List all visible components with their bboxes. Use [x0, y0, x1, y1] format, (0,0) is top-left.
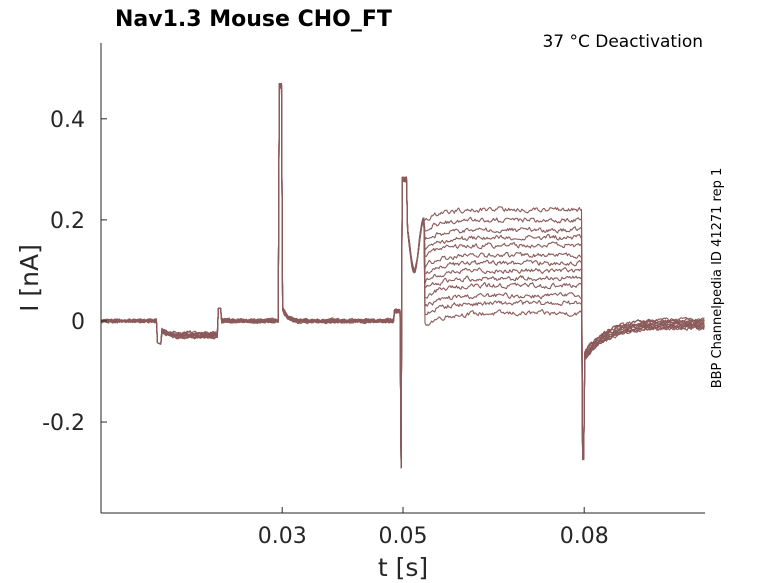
sweep-trace: [100, 83, 705, 469]
sweep-trace: [100, 83, 705, 469]
x-axis-ticks: 0.03 0.05 0.08: [258, 507, 609, 549]
sweep-trace: [100, 84, 705, 469]
x-tick-label: 0.08: [560, 524, 609, 549]
sweep-trace: [100, 83, 705, 469]
y-tick-label: 0.4: [50, 108, 85, 133]
y-tick-label: 0: [71, 310, 85, 335]
sweep-trace: [100, 82, 705, 469]
sweep-traces: [100, 82, 705, 469]
sweep-trace: [100, 82, 705, 469]
sweep-trace: [100, 83, 705, 469]
sweep-trace: [100, 83, 705, 469]
y-tick-label: -0.2: [42, 411, 85, 436]
chart-title: Nav1.3 Mouse CHO_FT: [115, 7, 392, 32]
y-axis-label: I [nA]: [15, 244, 44, 312]
x-tick-label: 0.05: [379, 524, 428, 549]
sweep-trace: [100, 85, 705, 469]
sweep-trace: [100, 82, 705, 469]
x-tick-label: 0.03: [258, 524, 307, 549]
y-axis-ticks: 0.4 0.2 0 -0.2: [42, 108, 107, 436]
sweep-trace: [100, 83, 705, 469]
y-tick-label: 0.2: [50, 209, 85, 234]
side-annotation: BBP Channelpedia ID 41271 rep 1: [710, 168, 725, 389]
x-axis-label: t [s]: [378, 553, 428, 582]
sweep-trace: [100, 83, 705, 469]
chart-subtitle: 37 °C Deactivation: [542, 32, 703, 52]
sweep-trace: [100, 84, 705, 469]
